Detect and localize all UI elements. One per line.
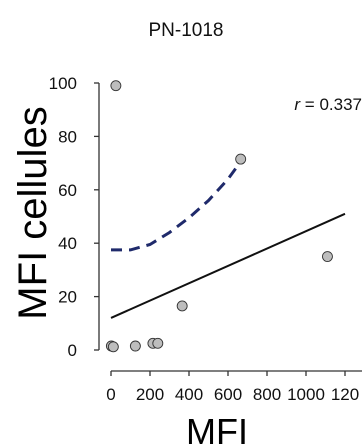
y-tick-label: 60	[58, 181, 77, 200]
x-tick-label: 600	[214, 385, 242, 404]
data-point	[176, 300, 188, 312]
x-tick-label: 200	[136, 385, 164, 404]
chart-title: PN-1018	[149, 20, 224, 41]
data-points	[105, 80, 333, 353]
y-tick-label: 20	[58, 288, 77, 307]
x-tick-label: 400	[175, 385, 203, 404]
y-tick-label: 0	[68, 341, 77, 360]
correlation-symbol: r	[294, 95, 301, 114]
axes	[98, 83, 362, 372]
x-tick-label: 120	[331, 385, 359, 404]
regression-line	[110, 212, 346, 319]
data-point	[152, 337, 164, 349]
x-tick-label: 800	[253, 385, 281, 404]
data-point	[322, 251, 333, 262]
x-ticks: 0 200 400 600 800 1000 120	[106, 371, 359, 404]
y-axis-label: MFI cellules	[11, 106, 55, 319]
x-axis-label: MFI	[186, 411, 248, 448]
data-point	[107, 341, 119, 353]
y-tick-label: 40	[58, 234, 77, 253]
data-point	[235, 153, 247, 165]
y-tick-label: 100	[49, 74, 77, 93]
correlation-value: = 0.337	[300, 95, 362, 114]
data-point	[110, 80, 122, 92]
x-tick-label: 0	[106, 385, 115, 404]
y-ticks: 0 20 40 60 80 100	[49, 74, 99, 360]
correlation-annotation: r = 0.337	[294, 95, 362, 114]
x-tick-label: 1000	[287, 385, 325, 404]
data-point	[129, 340, 141, 352]
dashed-curve	[111, 167, 238, 252]
y-tick-label: 80	[58, 127, 77, 146]
